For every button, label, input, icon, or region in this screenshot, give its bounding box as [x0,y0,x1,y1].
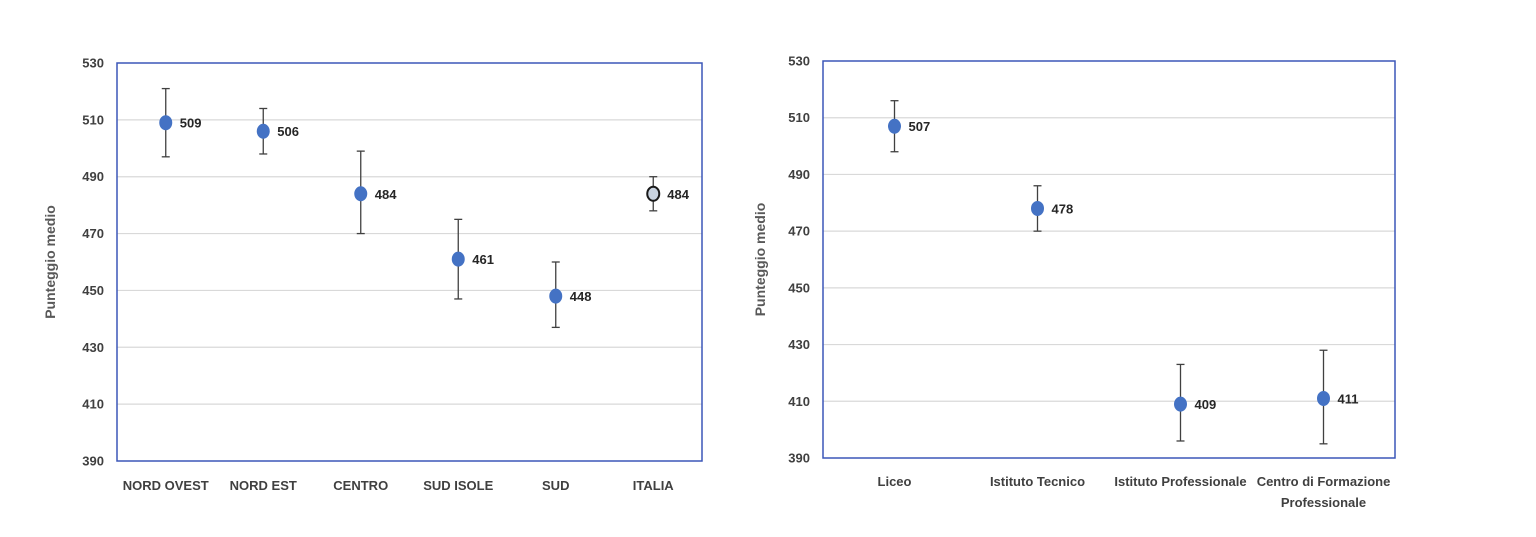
chart1-data-point [159,115,173,131]
chart1-data-point [549,288,563,304]
chart1-data-label: 448 [570,289,592,304]
chart2-x-tick-label: Istituto Tecnico [990,474,1085,489]
chart2-data-label: 478 [1052,201,1074,216]
chart1-y-tick-label: 410 [82,397,104,412]
chart1-data-label: 506 [277,124,299,139]
chart2-x-tick-label: Liceo [878,474,912,489]
chart1-x-tick-label: NORD OVEST [123,478,209,493]
chart2-y-axis-label: Punteggio medio [752,203,768,317]
chart1-data-label: 484 [667,187,689,202]
chart1-x-tick-label: SUD ISOLE [423,478,493,493]
chart2-y-tick-label: 470 [788,224,810,239]
chart1-data-point [354,186,368,202]
chart1-x-tick-label: CENTRO [333,478,388,493]
chart2-y-tick-label: 530 [788,54,810,69]
chart2-x-tick-label: Centro di Formazione [1257,474,1391,489]
chart1-data-point [256,123,270,139]
chart2-y-tick-label: 450 [788,280,810,295]
chart2-data-label: 411 [1338,391,1359,406]
chart1-data-label: 461 [472,252,494,267]
chart1-y-tick-label: 430 [82,340,104,355]
chart2-data-point [1317,390,1330,406]
chart2-y-tick-label: 410 [788,394,810,409]
chart1-x-tick-label: NORD EST [230,478,297,493]
chart2-y-tick-label: 430 [788,337,810,352]
chart2-data-point [888,118,901,134]
chart1-data-label: 484 [375,187,397,202]
chart1-x-tick-label: SUD [542,478,569,493]
chart1-x-tick-label: ITALIA [633,478,675,493]
chart1-plot-frame [116,62,703,462]
chart2-data-point [1031,200,1044,216]
chart2-y-tick-label: 490 [788,167,810,182]
chart1-y-tick-label: 470 [82,226,104,241]
chart2-x-tick-label-line2: Professionale [1281,495,1366,510]
chart1-y-tick-label: 390 [82,454,104,469]
chart2-y-tick-label: 510 [788,110,810,125]
chart1-y-tick-label: 490 [82,169,104,184]
chart2-x-tick-label: Istituto Professionale [1114,474,1246,489]
chart1-data-point [646,185,661,202]
chart1-y-tick-label: 510 [82,112,104,127]
chart1-y-tick-label: 530 [82,56,104,71]
chart2-data-label: 409 [1195,397,1217,412]
chart1-data-point [451,251,465,267]
chart2-y-tick-label: 390 [788,451,810,466]
chart1-y-axis-label: Punteggio medio [42,205,58,319]
chart1-y-tick-label: 450 [82,283,104,298]
chart2-data-point [1174,396,1187,412]
chart2-data-label: 507 [909,119,931,134]
chart1-data-label: 509 [180,116,202,131]
chart2-plot-frame [822,60,1396,459]
